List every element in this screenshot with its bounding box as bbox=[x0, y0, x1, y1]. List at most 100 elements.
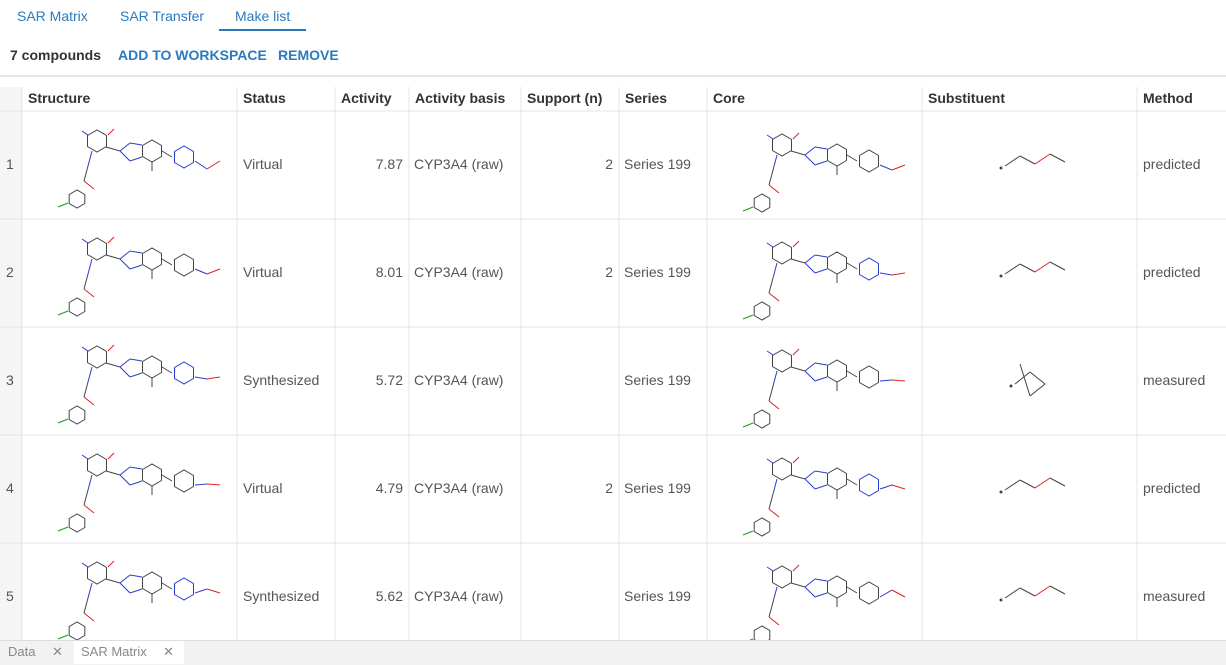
bond bbox=[814, 592, 828, 598]
tab[interactable]: SAR Matrix bbox=[17, 8, 88, 24]
bond bbox=[129, 250, 143, 254]
tab-active[interactable]: Make list bbox=[219, 8, 307, 31]
bond bbox=[804, 370, 816, 382]
bond bbox=[1034, 477, 1051, 489]
activity-basis: CYP3A4 (raw) bbox=[414, 372, 504, 388]
ring bbox=[142, 355, 162, 379]
bond bbox=[129, 480, 143, 486]
bond bbox=[81, 130, 89, 136]
ring bbox=[174, 469, 194, 493]
compound-count: 7 compounds bbox=[10, 47, 102, 63]
bond bbox=[1014, 371, 1031, 385]
bond bbox=[804, 470, 816, 480]
bond bbox=[119, 582, 131, 594]
bond bbox=[83, 381, 89, 398]
ring bbox=[772, 133, 792, 157]
bond bbox=[57, 202, 69, 208]
bond bbox=[792, 564, 800, 572]
series: Series 199 bbox=[624, 480, 691, 496]
close-icon[interactable]: ✕ bbox=[163, 644, 174, 659]
bond bbox=[87, 150, 93, 167]
bond bbox=[804, 262, 816, 274]
status: Synthesized bbox=[243, 372, 320, 388]
close-icon[interactable]: ✕ bbox=[52, 644, 63, 659]
bond bbox=[81, 562, 89, 568]
bond bbox=[879, 484, 893, 490]
ring bbox=[753, 409, 771, 429]
ring bbox=[859, 257, 879, 281]
support: 2 bbox=[605, 156, 613, 172]
bond bbox=[1019, 587, 1036, 597]
attachment bbox=[999, 598, 1003, 602]
bond bbox=[804, 146, 816, 156]
ring bbox=[68, 513, 86, 533]
bond bbox=[804, 362, 816, 372]
ring bbox=[827, 575, 847, 599]
status: Virtual bbox=[243, 264, 283, 280]
bond bbox=[161, 366, 173, 374]
bond bbox=[814, 160, 828, 166]
bond bbox=[1049, 477, 1066, 487]
activity: 7.87 bbox=[375, 156, 403, 172]
bond bbox=[107, 128, 115, 136]
column-header: Core bbox=[713, 90, 745, 106]
bond bbox=[1004, 479, 1021, 491]
bond bbox=[57, 634, 69, 640]
method: predicted bbox=[1143, 156, 1201, 172]
bond bbox=[57, 310, 69, 316]
bottom-bar bbox=[0, 640, 1226, 665]
bond bbox=[119, 358, 131, 368]
ring bbox=[772, 349, 792, 373]
bond bbox=[83, 165, 89, 182]
bond bbox=[206, 376, 221, 380]
remove-button[interactable]: REMOVE bbox=[278, 47, 339, 63]
bottom-tab-bg bbox=[74, 641, 184, 664]
bond bbox=[1004, 263, 1021, 275]
bottom-tab[interactable]: SAR Matrix bbox=[81, 644, 147, 659]
bond bbox=[81, 238, 89, 244]
support: 2 bbox=[605, 264, 613, 280]
status: Virtual bbox=[243, 480, 283, 496]
bond bbox=[119, 366, 131, 378]
bond bbox=[119, 474, 131, 486]
bond bbox=[790, 582, 806, 588]
bond bbox=[83, 273, 89, 290]
bond bbox=[1029, 371, 1046, 385]
ring bbox=[68, 621, 86, 641]
bond bbox=[766, 350, 774, 356]
bond bbox=[129, 142, 143, 146]
bond bbox=[161, 474, 173, 482]
activity: 4.79 bbox=[375, 480, 403, 496]
ring bbox=[859, 365, 879, 389]
bond bbox=[206, 483, 221, 486]
bond bbox=[1019, 363, 1031, 397]
bond bbox=[194, 160, 208, 170]
row-index-bg bbox=[0, 87, 22, 640]
series: Series 199 bbox=[624, 156, 691, 172]
bond bbox=[879, 164, 893, 171]
bond bbox=[161, 258, 173, 266]
bond bbox=[107, 236, 115, 244]
bond bbox=[1034, 261, 1051, 273]
bond bbox=[891, 272, 906, 276]
bond bbox=[814, 254, 828, 258]
bond bbox=[772, 478, 778, 495]
ring bbox=[174, 577, 194, 601]
bond bbox=[768, 184, 780, 194]
bond bbox=[766, 242, 774, 248]
tab[interactable]: SAR Transfer bbox=[120, 8, 205, 24]
bottom-tab[interactable]: Data bbox=[8, 644, 36, 659]
bond bbox=[1034, 153, 1051, 165]
series: Series 199 bbox=[624, 372, 691, 388]
bond bbox=[194, 376, 208, 380]
bond bbox=[161, 582, 173, 590]
bond bbox=[768, 616, 780, 626]
bond bbox=[790, 150, 806, 156]
add-button[interactable]: ADD TO WORKSPACE bbox=[118, 47, 267, 63]
ring bbox=[174, 145, 194, 169]
activity: 5.62 bbox=[375, 588, 403, 604]
bond bbox=[1004, 155, 1021, 167]
bond bbox=[194, 483, 208, 486]
column-header: Support (n) bbox=[527, 90, 603, 106]
